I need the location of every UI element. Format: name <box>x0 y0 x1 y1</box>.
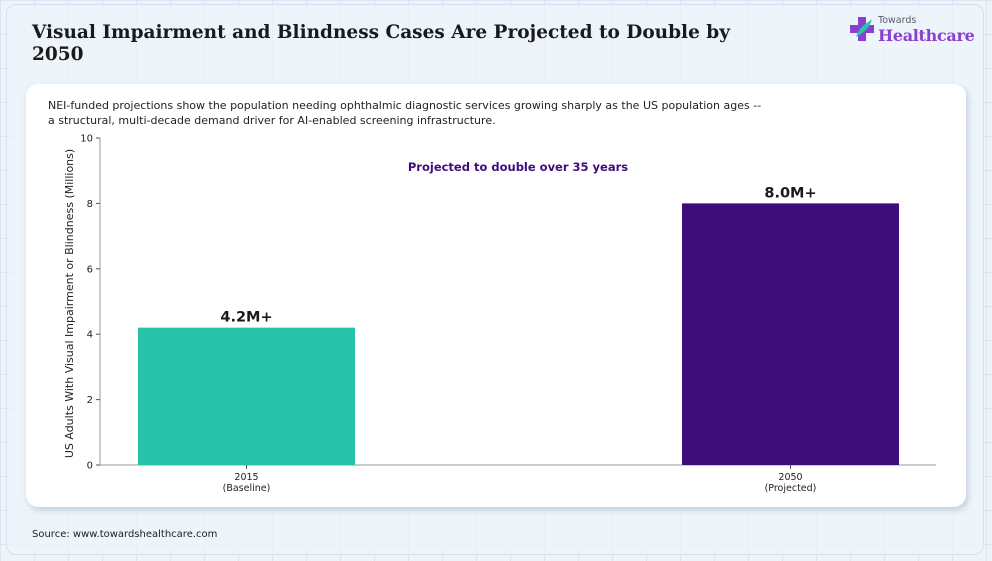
bar-1 <box>138 327 355 465</box>
y-tick-label: 4 <box>87 330 93 341</box>
bar-data-label: 8.0M+ <box>764 185 816 201</box>
x-tick-label: (Projected) <box>765 483 817 494</box>
chart-annotation: Projected to double over 35 years <box>408 160 628 174</box>
logo-small-text: Towards <box>878 15 917 26</box>
bar-data-label: 4.2M+ <box>220 310 272 326</box>
source-note: Source: www.towardshealthcare.com <box>32 529 218 540</box>
x-tick-label: 2050 <box>778 472 802 483</box>
y-tick-label: 6 <box>87 264 93 275</box>
logo-big-text: Healthcare <box>878 26 975 45</box>
x-tick-label: 2015 <box>234 472 258 483</box>
brand-logo: Towards Healthcare <box>850 12 975 52</box>
page-title: Visual Impairment and Blindness Cases Ar… <box>32 22 730 65</box>
medical-cross-icon <box>850 17 874 41</box>
y-tick-label: 2 <box>87 395 93 406</box>
y-axis-label: US Adults With Visual Impairment or Blin… <box>63 149 76 458</box>
x-tick-label: (Baseline) <box>223 483 271 494</box>
bar-2 <box>682 203 899 465</box>
y-tick-label: 0 <box>87 461 93 472</box>
chart-subtitle: NEI-funded projections show the populati… <box>48 99 762 127</box>
y-tick-label: 10 <box>80 134 93 145</box>
y-tick-label: 8 <box>87 199 93 210</box>
